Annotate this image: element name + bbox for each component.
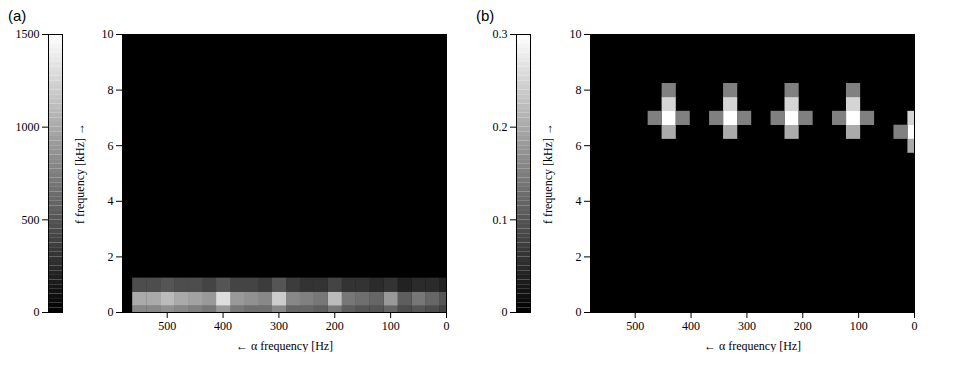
svg-text:100: 100 — [382, 319, 400, 333]
svg-text:4: 4 — [576, 194, 582, 208]
svg-text:0: 0 — [912, 319, 918, 333]
svg-text:0: 0 — [576, 305, 582, 319]
svg-text:6: 6 — [108, 139, 114, 153]
svg-text:400: 400 — [214, 319, 232, 333]
svg-text:f frequency [kHz] →: f frequency [kHz] → — [73, 123, 87, 224]
svg-text:100: 100 — [850, 319, 868, 333]
svg-text:200: 200 — [326, 319, 344, 333]
svg-text:8: 8 — [576, 83, 582, 97]
svg-text:2: 2 — [108, 250, 114, 264]
svg-text:0.3: 0.3 — [493, 27, 508, 41]
svg-text:← α frequency [Hz]: ← α frequency [Hz] — [704, 339, 801, 353]
svg-text:0.1: 0.1 — [493, 213, 508, 227]
svg-text:0: 0 — [34, 305, 40, 319]
svg-text:0: 0 — [444, 319, 450, 333]
svg-text:300: 300 — [270, 319, 288, 333]
svg-text:4: 4 — [108, 194, 114, 208]
svg-text:200: 200 — [794, 319, 812, 333]
svg-text:10: 10 — [570, 27, 582, 41]
svg-text:300: 300 — [738, 319, 756, 333]
svg-text:1000: 1000 — [16, 120, 40, 134]
svg-text:1500: 1500 — [16, 27, 40, 41]
svg-text:0.2: 0.2 — [493, 120, 508, 134]
svg-text:8: 8 — [108, 83, 114, 97]
svg-text:← α frequency [Hz]: ← α frequency [Hz] — [236, 339, 333, 353]
svg-text:6: 6 — [576, 139, 582, 153]
svg-text:0: 0 — [108, 305, 114, 319]
svg-text:500: 500 — [22, 213, 40, 227]
svg-text:500: 500 — [158, 319, 176, 333]
svg-text:500: 500 — [626, 319, 644, 333]
svg-text:0: 0 — [502, 305, 508, 319]
html-text:(a): (a) — [8, 7, 27, 24]
svg-text:10: 10 — [102, 27, 114, 41]
svg-text:2: 2 — [576, 250, 582, 264]
svg-text:400: 400 — [682, 319, 700, 333]
html-text:(b): (b) — [476, 7, 495, 24]
svg-text:f frequency [kHz] →: f frequency [kHz] → — [541, 123, 555, 224]
